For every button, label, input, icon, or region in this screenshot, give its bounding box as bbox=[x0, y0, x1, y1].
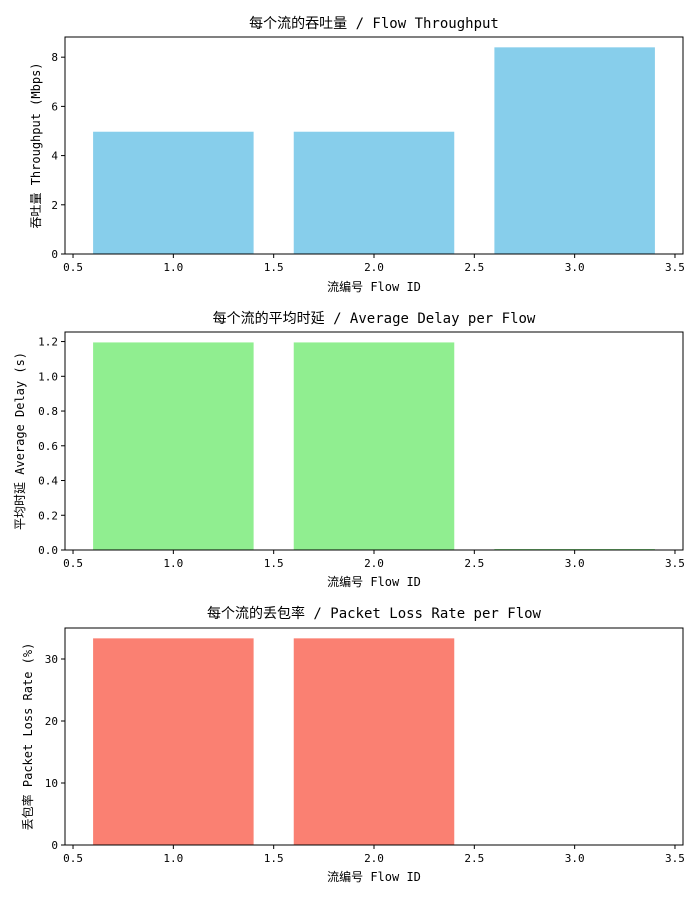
chart-title: 每个流的平均时延 / Average Delay per Flow bbox=[213, 311, 536, 327]
y-tick-label: 0.6 bbox=[38, 440, 58, 453]
x-tick-label: 2.0 bbox=[364, 557, 384, 570]
y-tick-label: 1.2 bbox=[38, 336, 58, 349]
y-tick-label: 20 bbox=[45, 715, 58, 728]
x-tick-label: 3.0 bbox=[565, 852, 585, 865]
y-tick-label: 4 bbox=[51, 150, 58, 163]
y-tick-label: 8 bbox=[51, 51, 58, 64]
y-tick-label: 0.0 bbox=[38, 544, 58, 557]
y-tick-label: 6 bbox=[51, 100, 58, 113]
x-axis-label: 流编号 Flow ID bbox=[327, 279, 421, 294]
x-tick-label: 1.5 bbox=[264, 557, 284, 570]
x-tick-label: 1.5 bbox=[264, 852, 284, 865]
y-tick-label: 0 bbox=[51, 839, 58, 852]
y-tick-label: 0.2 bbox=[38, 509, 58, 522]
bar-flow-2 bbox=[293, 342, 455, 550]
y-tick-label: 0 bbox=[51, 248, 58, 261]
x-tick-label: 1.0 bbox=[163, 852, 183, 865]
bar-flow-1 bbox=[93, 131, 254, 254]
x-tick-label: 3.0 bbox=[565, 557, 585, 570]
chart-title: 每个流的吞吐量 / Flow Throughput bbox=[249, 16, 499, 32]
bar-flow-1 bbox=[93, 342, 254, 550]
y-tick-label: 2 bbox=[51, 199, 58, 212]
y-tick-label: 0.4 bbox=[38, 475, 58, 488]
x-tick-label: 2.5 bbox=[464, 261, 484, 274]
y-axis-label: 吞吐量 Throughput (Mbps) bbox=[29, 62, 43, 228]
x-tick-label: 2.5 bbox=[464, 852, 484, 865]
bar-flow-1 bbox=[93, 638, 254, 845]
x-axis-label: 流编号 Flow ID bbox=[327, 574, 421, 589]
y-tick-label: 30 bbox=[45, 653, 58, 666]
bar-flow-2 bbox=[293, 131, 455, 254]
chart-title: 每个流的丢包率 / Packet Loss Rate per Flow bbox=[207, 605, 542, 622]
x-tick-label: 2.0 bbox=[364, 261, 384, 274]
x-tick-label: 3.5 bbox=[665, 852, 685, 865]
x-tick-label: 3.0 bbox=[565, 261, 585, 274]
y-tick-label: 1.0 bbox=[38, 370, 58, 383]
bar-flow-3 bbox=[494, 47, 655, 255]
y-tick-label: 0.8 bbox=[38, 405, 58, 418]
chart-3: 0.5 1.0 1.5 2.0 2.5 3.0 3.5 0 10 20 30 每个流的丢包率 / Pa… bbox=[20, 605, 685, 884]
x-tick-label: 1.0 bbox=[163, 557, 183, 570]
x-tick-label: 0.5 bbox=[63, 557, 83, 570]
x-tick-label: 1.5 bbox=[264, 261, 284, 274]
y-tick-label: 10 bbox=[45, 777, 58, 790]
x-tick-label: 3.5 bbox=[665, 557, 685, 570]
x-axis-label: 流编号 Flow ID bbox=[327, 869, 421, 884]
x-tick-label: 3.5 bbox=[665, 261, 685, 274]
x-tick-label: 1.0 bbox=[163, 261, 183, 274]
x-tick-label: 2.5 bbox=[464, 557, 484, 570]
y-axis-label: 平均时延 Average Delay (s) bbox=[13, 352, 27, 530]
chart-1: 0.5 1.0 1.5 2.0 2.5 3.0 3.5 0 2 4 6 8 每个流的吞吐量 / Flow… bbox=[29, 16, 685, 294]
y-axis-label: 丢包率 Packet Loss Rate (%) bbox=[20, 643, 35, 831]
x-tick-label: 0.5 bbox=[63, 852, 83, 865]
x-tick-label: 2.0 bbox=[364, 852, 384, 865]
bar-flow-2 bbox=[293, 638, 455, 845]
x-tick-label: 0.5 bbox=[63, 261, 83, 274]
chart-2: 0.5 1.0 1.5 2.0 2.5 3.0 3.5 0.0 0.2 0.4 0.6 0.8 1.0 1… bbox=[13, 311, 685, 589]
